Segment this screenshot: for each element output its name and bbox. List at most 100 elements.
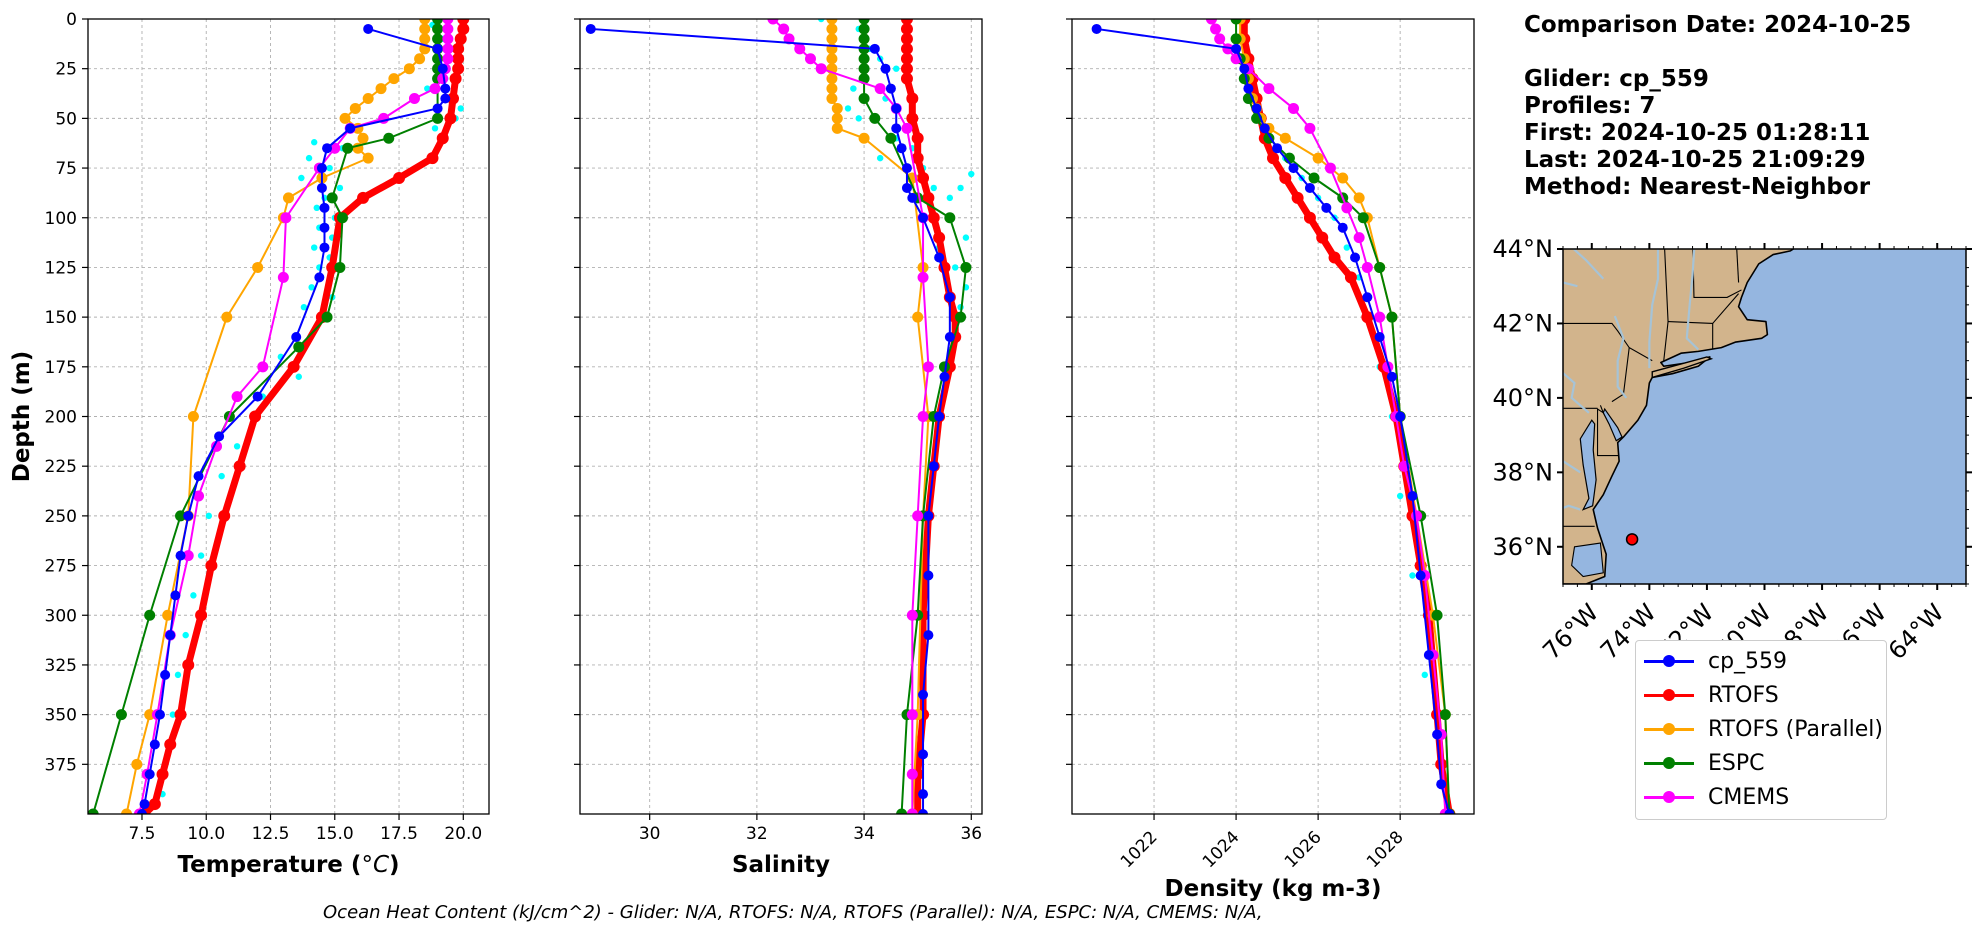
series-point — [1230, 19, 1242, 25]
profile-panel-3: 1022 1024 1026 1028 Density (kg m-3) — [1066, 18, 1475, 902]
series-point — [419, 19, 431, 25]
series-point — [442, 33, 454, 45]
series-point — [880, 63, 891, 74]
series-point — [149, 739, 160, 750]
series-point — [1353, 192, 1365, 204]
series-point — [831, 102, 843, 114]
series-point — [148, 798, 161, 811]
series-point — [1350, 252, 1361, 263]
glider-profile-point — [962, 234, 970, 241]
series-point — [815, 63, 827, 75]
series-point — [214, 431, 225, 442]
series-point — [156, 768, 169, 781]
series-point — [831, 122, 843, 134]
plot-area — [88, 19, 470, 814]
series-point — [1395, 411, 1406, 422]
series-point — [408, 93, 420, 104]
y-tick-label: 0 — [66, 10, 77, 30]
series-point — [121, 808, 133, 814]
series-point — [858, 23, 870, 35]
series-point — [933, 231, 946, 244]
pamlico-sound — [1571, 542, 1604, 578]
series-point — [432, 103, 443, 114]
profile-count: Profiles: 7 — [1524, 93, 1656, 119]
series-point — [444, 112, 457, 125]
series-point — [896, 808, 908, 814]
series-point — [449, 72, 462, 85]
x-tick-label: 7.5 — [128, 824, 155, 844]
series-point — [907, 192, 918, 203]
series-point — [440, 83, 451, 94]
series-point — [426, 152, 439, 165]
x-tick-label: 12.5 — [252, 824, 290, 844]
series-point — [1263, 83, 1275, 95]
series-point — [154, 709, 165, 720]
glider-profile-point — [336, 184, 344, 192]
series-point — [944, 292, 955, 303]
glider-profile-point — [431, 125, 439, 132]
series-point — [144, 709, 156, 721]
series-point — [1288, 163, 1299, 174]
river — [1563, 504, 1581, 511]
series-point — [1407, 491, 1418, 501]
y-tick-label: 175 — [45, 358, 77, 378]
series-point — [1386, 371, 1397, 382]
map-y-tick-label: 38°N — [1493, 458, 1554, 486]
series-point — [934, 252, 945, 263]
series-point — [911, 132, 924, 145]
long-island — [1651, 356, 1714, 379]
series-point — [326, 261, 339, 274]
legend: cp_559 RTOFS RTOFS (Parallel) ESPC CMEMS — [1635, 640, 1887, 820]
series-point — [912, 510, 924, 522]
glider-profile-point — [326, 164, 333, 172]
series-point — [1444, 809, 1455, 814]
series-point — [1361, 311, 1374, 324]
legend-item-espc: ESPC — [1644, 746, 1765, 780]
series-point — [231, 391, 243, 403]
series-point — [918, 789, 929, 800]
series-point — [182, 658, 195, 671]
series-point — [901, 163, 912, 174]
series-point — [923, 510, 934, 521]
series-point — [193, 471, 204, 482]
y-tick-label: 125 — [45, 258, 77, 278]
series-point — [160, 669, 171, 680]
y-tick-label: 325 — [45, 656, 77, 676]
series-point — [1423, 650, 1434, 660]
comparison-date: Comparison Date: 2024-10-25 — [1524, 12, 1912, 38]
series-point — [858, 93, 870, 104]
series-point — [869, 112, 881, 124]
map-y-tick-label: 40°N — [1493, 384, 1554, 412]
y-axis-label: Depth (m) — [9, 351, 35, 483]
series-point — [1353, 232, 1365, 244]
series-point — [283, 192, 294, 204]
series-point — [1231, 43, 1242, 54]
series-point — [442, 43, 454, 55]
series-point — [345, 123, 356, 134]
series-point — [357, 191, 370, 204]
series-point — [362, 152, 374, 164]
series-point — [858, 19, 870, 25]
series-point — [187, 411, 199, 422]
series-line-cp-559 — [140, 27, 447, 814]
series-point — [826, 93, 838, 104]
series-point — [1316, 231, 1329, 244]
series-point — [922, 191, 935, 204]
map-y-tick-label: 42°N — [1493, 309, 1554, 337]
series-point — [767, 19, 779, 25]
series-point — [923, 570, 934, 581]
ocean-heat-content-note: Ocean Heat Content (kJ/cm^2) - Glider: N… — [323, 902, 1263, 923]
series-point — [939, 371, 950, 382]
series-point — [900, 52, 913, 65]
series-point — [257, 361, 269, 373]
glider-profile-point — [300, 303, 308, 311]
glider-profile-point — [218, 472, 225, 480]
series-point — [901, 122, 913, 134]
series-point — [1091, 23, 1102, 34]
series-point — [357, 132, 369, 144]
series-point — [804, 53, 816, 65]
series-point — [432, 23, 444, 35]
series-point — [175, 510, 187, 522]
series-point — [917, 271, 929, 283]
series-point — [900, 32, 913, 45]
